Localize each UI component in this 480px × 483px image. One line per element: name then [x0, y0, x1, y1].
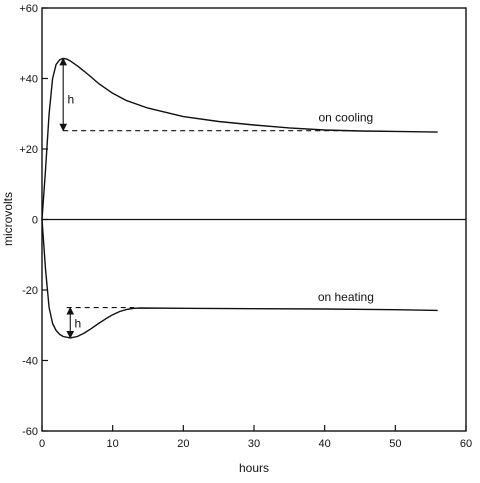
x-axis-ticks: 0 10 20 30 40 50 60	[39, 425, 472, 450]
x-tick-label: 50	[389, 438, 401, 450]
x-tick-label: 10	[107, 438, 119, 450]
y-axis-title: microvolts	[1, 192, 15, 246]
x-tick-label: 0	[39, 438, 45, 450]
series-line	[41, 57, 438, 220]
annotation-label: on cooling	[319, 110, 374, 124]
annotation-label: h	[75, 316, 82, 330]
x-axis-title: hours	[239, 461, 269, 475]
y-axis-ticks: +60 +40 +20 0 -20 -40 -60	[19, 3, 48, 438]
y-tick-label: +60	[19, 3, 38, 15]
plot-area: on cooling on heating h h	[41, 57, 466, 339]
x-tick-label: 20	[177, 438, 189, 450]
series-line	[41, 219, 438, 339]
x-tick-label: 60	[460, 438, 472, 450]
annotation-label: h	[67, 93, 74, 107]
x-tick-label: 40	[319, 438, 331, 450]
annotation-label: on heating	[318, 290, 374, 304]
y-tick-label: -20	[22, 285, 38, 297]
y-tick-label: -40	[22, 356, 38, 368]
y-tick-label: +20	[19, 144, 38, 156]
y-tick-label: +40	[19, 74, 38, 86]
x-tick-label: 30	[248, 438, 260, 450]
y-tick-label: -60	[22, 426, 38, 438]
y-tick-label: 0	[32, 215, 38, 227]
